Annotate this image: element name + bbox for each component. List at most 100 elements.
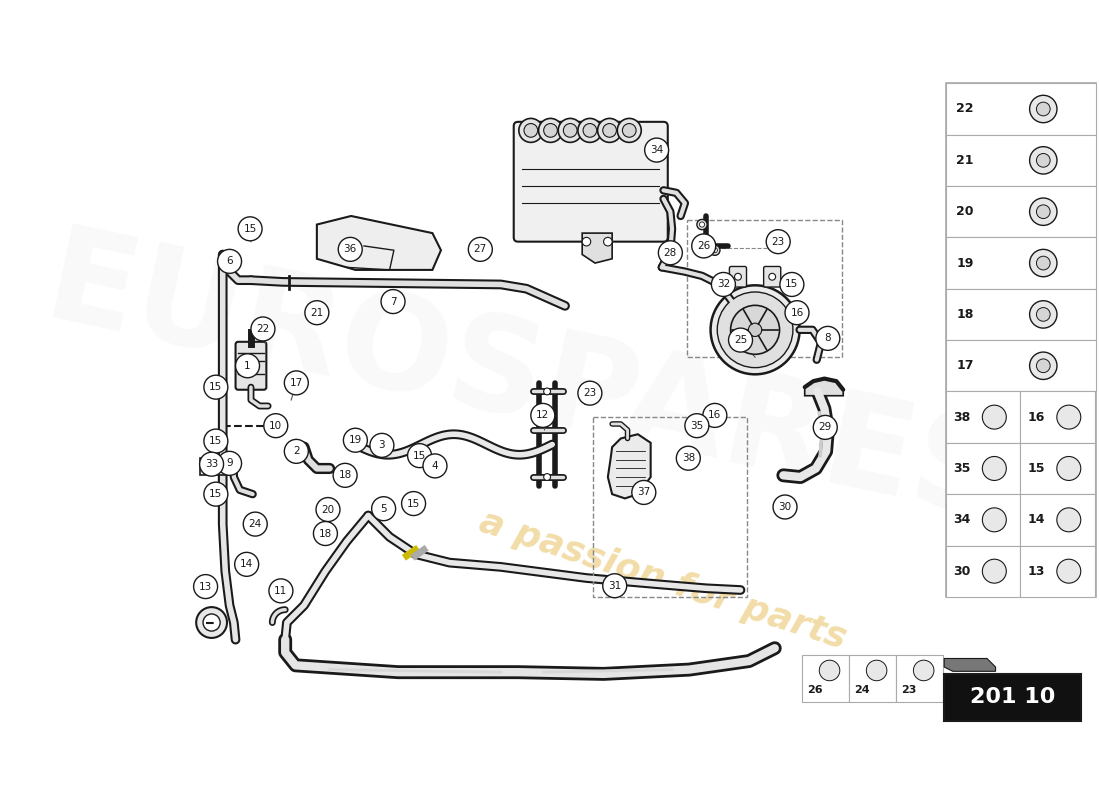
Circle shape	[710, 245, 720, 255]
Circle shape	[697, 219, 707, 230]
Circle shape	[343, 428, 367, 452]
Text: 33: 33	[205, 459, 218, 469]
Circle shape	[813, 415, 837, 439]
Bar	[946, 391, 1021, 442]
Text: 16: 16	[708, 410, 722, 421]
Circle shape	[204, 375, 228, 399]
Circle shape	[1057, 559, 1081, 583]
Bar	[199, 458, 227, 475]
Bar	[1021, 442, 1094, 494]
Circle shape	[1057, 508, 1081, 532]
Circle shape	[583, 123, 596, 138]
Circle shape	[531, 403, 554, 427]
FancyBboxPatch shape	[729, 266, 747, 287]
Circle shape	[199, 452, 223, 476]
Circle shape	[578, 381, 602, 405]
Text: 21: 21	[956, 154, 974, 167]
Circle shape	[218, 250, 242, 274]
Circle shape	[251, 317, 275, 341]
Circle shape	[820, 660, 839, 681]
Circle shape	[539, 118, 562, 142]
Text: 15: 15	[407, 498, 420, 509]
Text: 9: 9	[227, 458, 233, 468]
Polygon shape	[944, 658, 996, 671]
Text: 34: 34	[650, 145, 663, 155]
Bar	[802, 655, 849, 702]
Circle shape	[604, 238, 612, 246]
Circle shape	[372, 497, 396, 521]
Circle shape	[982, 457, 1007, 481]
Circle shape	[1030, 301, 1057, 328]
Circle shape	[234, 552, 258, 576]
Bar	[896, 655, 944, 702]
FancyBboxPatch shape	[763, 266, 781, 287]
Circle shape	[617, 118, 641, 142]
Bar	[946, 134, 1096, 186]
Circle shape	[623, 123, 636, 138]
Text: 38: 38	[682, 454, 695, 463]
Text: 15: 15	[209, 489, 222, 499]
Text: 24: 24	[855, 686, 870, 695]
Circle shape	[767, 230, 790, 254]
Circle shape	[728, 328, 752, 352]
Circle shape	[703, 403, 727, 427]
Text: 15: 15	[243, 224, 256, 234]
Text: 20: 20	[321, 505, 334, 514]
Circle shape	[676, 446, 701, 470]
Circle shape	[1036, 154, 1050, 167]
Circle shape	[597, 118, 622, 142]
Text: 26: 26	[807, 686, 823, 695]
Circle shape	[264, 414, 288, 438]
Circle shape	[867, 660, 887, 681]
Polygon shape	[608, 434, 651, 498]
Bar	[946, 186, 1096, 238]
Text: 35: 35	[691, 421, 704, 430]
Text: 29: 29	[818, 422, 832, 432]
Circle shape	[243, 512, 267, 536]
Circle shape	[603, 574, 627, 598]
Text: 3: 3	[378, 440, 385, 450]
Text: 7: 7	[389, 297, 396, 306]
Circle shape	[1057, 457, 1081, 481]
Text: 28: 28	[663, 248, 676, 258]
Circle shape	[1036, 359, 1050, 373]
Circle shape	[982, 405, 1007, 429]
Circle shape	[469, 238, 493, 262]
Polygon shape	[317, 216, 441, 270]
Text: 15: 15	[1027, 462, 1045, 475]
Circle shape	[543, 388, 550, 395]
Text: 15: 15	[785, 279, 799, 290]
Circle shape	[659, 241, 682, 265]
Text: 35: 35	[953, 462, 970, 475]
Text: 18: 18	[319, 529, 332, 538]
Circle shape	[235, 354, 260, 378]
Text: 6: 6	[227, 256, 233, 266]
Circle shape	[578, 118, 602, 142]
Text: 38: 38	[953, 410, 970, 424]
Text: 31: 31	[608, 581, 622, 590]
Bar	[1021, 546, 1094, 597]
Text: 2: 2	[293, 446, 299, 456]
Bar	[944, 674, 1081, 721]
Circle shape	[1030, 250, 1057, 277]
Polygon shape	[582, 233, 612, 263]
Text: 25: 25	[734, 335, 747, 345]
Circle shape	[305, 301, 329, 325]
Text: 30: 30	[953, 565, 970, 578]
Circle shape	[196, 607, 227, 638]
Circle shape	[268, 579, 293, 603]
Text: 27: 27	[474, 244, 487, 254]
Circle shape	[218, 451, 242, 475]
Bar	[946, 289, 1096, 340]
Text: 21: 21	[310, 308, 323, 318]
Circle shape	[370, 434, 394, 458]
Circle shape	[333, 463, 358, 487]
Text: 13: 13	[1027, 565, 1045, 578]
Circle shape	[816, 326, 839, 350]
Circle shape	[284, 371, 308, 395]
Bar	[946, 238, 1096, 289]
Circle shape	[717, 292, 793, 368]
Text: 23: 23	[901, 686, 916, 695]
Circle shape	[1030, 95, 1057, 122]
Text: 4: 4	[431, 461, 438, 471]
